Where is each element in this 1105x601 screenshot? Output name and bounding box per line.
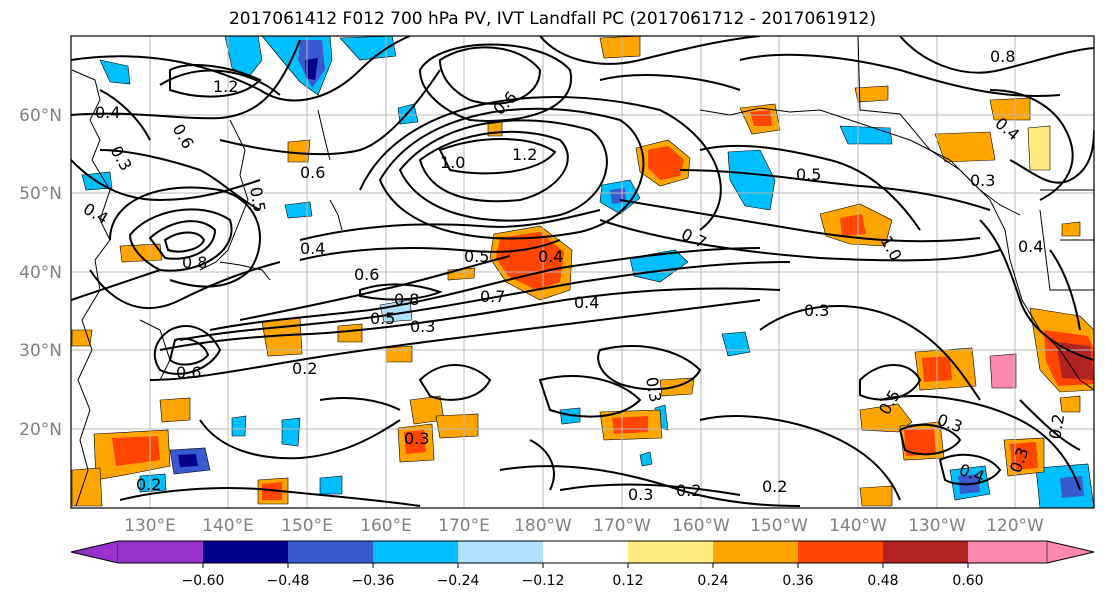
colorbar-segment (968, 541, 1047, 563)
colorbar-tick-label: −0.60 (182, 573, 225, 589)
lon-label: 170°E (438, 516, 490, 536)
lon-labels: 130°E 140°E 150°E 160°E 170°E 180°W 170°… (124, 516, 1044, 536)
colorbar-segment (543, 541, 628, 563)
contour-label: 0.3 (804, 301, 829, 320)
contour-label: 0.5 (464, 247, 489, 266)
contour-label: 1.0 (440, 153, 465, 172)
contour-label: 0.2 (762, 477, 787, 496)
contour-label: 0.2 (136, 475, 161, 494)
contour-label: 0.3 (642, 375, 665, 403)
contour-label: 0.7 (480, 287, 505, 306)
colorbar-segment (203, 541, 288, 563)
contour-label: 0.6 (354, 265, 379, 284)
colorbar-segment (1046, 540, 1095, 564)
colorbar-tick-label: −0.12 (522, 573, 565, 589)
colorbar-segment (798, 541, 883, 563)
contour-label: 0.3 (404, 429, 429, 448)
lon-label: 160°W (672, 516, 730, 536)
colorbar-segment (883, 541, 968, 563)
contour-label: 1.2 (512, 145, 537, 164)
colorbar-tick-label: −0.24 (437, 573, 480, 589)
colorbar-tick-label: 0.48 (867, 573, 898, 589)
contour-label: 0.4 (538, 247, 563, 266)
contour-label: 0.8 (394, 290, 419, 309)
lon-label: 140°W (829, 516, 887, 536)
lon-label: 150°E (281, 516, 333, 536)
contour-label: 0.6 (300, 163, 325, 182)
contour-label: 0.4 (95, 103, 120, 122)
pv-contours (71, 36, 1094, 507)
colorbar-tick-label: 0.12 (612, 573, 643, 589)
contour-label: 0.3 (628, 485, 653, 504)
colorbar: −0.60 −0.48 −0.36 −0.24 −0.12 0.12 0.24 … (70, 540, 1095, 589)
colorbar-segment (288, 541, 373, 563)
colorbar-segment (118, 541, 203, 563)
colorbar-segment (628, 541, 713, 563)
lon-label: 150°W (750, 516, 808, 536)
lat-label: 20°N (19, 420, 62, 440)
lon-label: 120°W (986, 516, 1044, 536)
contour-label: 0.4 (300, 239, 325, 258)
colorbar-segment (458, 541, 543, 563)
contour-label: 0.4 (574, 293, 599, 312)
lon-label: 140°E (202, 516, 254, 536)
colorbar-tick-label: 0.24 (697, 573, 728, 589)
contour-label: 0.8 (990, 47, 1015, 66)
contour-label: 0.4 (1018, 237, 1043, 256)
lat-label: 60°N (19, 106, 62, 126)
contour-label: 0.2 (676, 481, 701, 500)
contour-label: 0.3 (970, 171, 995, 190)
colorbar-segment (373, 541, 458, 563)
map-title: 2017061412 F012 700 hPa PV, IVT Landfall… (228, 9, 876, 29)
lon-label: 130°W (908, 516, 966, 536)
lat-label: 30°N (19, 341, 62, 361)
contour-label: 0.5 (370, 309, 395, 328)
contour-label: 0.8 (182, 253, 207, 272)
colorbar-tick-label: 0.60 (952, 573, 983, 589)
contour-label: 0.2 (1045, 412, 1068, 440)
contour-label: 0.3 (410, 317, 435, 336)
contour-label: 0.5 (796, 165, 821, 184)
lat-labels: 60°N 50°N 40°N 30°N 20°N (19, 106, 62, 440)
colorbar-tick-label: −0.48 (267, 573, 310, 589)
lon-label: 170°W (593, 516, 651, 536)
colorbar-tick-label: 0.36 (782, 573, 813, 589)
contour-label: 0.6 (176, 363, 201, 382)
lat-label: 40°N (19, 263, 62, 283)
colorbar-segment (70, 540, 119, 564)
contour-label: 0.2 (292, 359, 317, 378)
lat-label: 50°N (19, 184, 62, 204)
lon-label: 180°W (514, 516, 572, 536)
contour-label: 0.5 (246, 185, 269, 213)
contour-label: 1.2 (213, 77, 238, 96)
lon-label: 130°E (124, 516, 176, 536)
lon-label: 160°E (360, 516, 412, 536)
colorbar-segment (713, 541, 798, 563)
map-frame (70, 35, 1095, 509)
colorbar-tick-label: −0.36 (352, 573, 395, 589)
